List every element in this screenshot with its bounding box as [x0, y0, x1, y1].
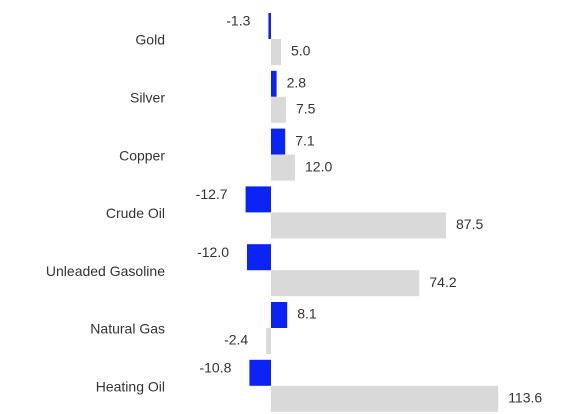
- value-label: -12.0: [197, 244, 229, 260]
- bar: [271, 212, 446, 239]
- bar: [266, 328, 271, 354]
- value-label: 8.1: [297, 306, 317, 322]
- value-label: 113.6: [508, 390, 542, 406]
- category-label: Unleaded Gasoline: [46, 263, 165, 279]
- value-label: 74.2: [429, 274, 456, 290]
- category-label: Heating Oil: [96, 379, 165, 395]
- value-label: 5.0: [291, 43, 311, 59]
- bar: [271, 39, 281, 65]
- bar: [247, 244, 271, 271]
- category-label: Crude Oil: [106, 205, 165, 221]
- category-label: Silver: [130, 90, 165, 106]
- category-label: Copper: [119, 147, 165, 163]
- bar: [271, 385, 499, 412]
- bar: [271, 302, 288, 328]
- bar: [249, 359, 271, 386]
- bar: [271, 96, 286, 123]
- bar: [245, 186, 271, 213]
- value-label: 7.1: [295, 132, 315, 148]
- value-label: 12.0: [305, 158, 332, 174]
- value-label: -10.8: [199, 360, 231, 376]
- bar: [271, 70, 277, 97]
- category-label: Gold: [135, 32, 165, 48]
- value-label: 2.8: [287, 75, 307, 91]
- value-label: 7.5: [296, 101, 316, 117]
- value-label: -12.7: [196, 186, 228, 202]
- bar: [268, 13, 271, 39]
- category-label: Natural Gas: [90, 321, 165, 337]
- bar: [271, 270, 420, 297]
- value-label: -1.3: [226, 13, 250, 29]
- value-label: -2.4: [224, 332, 248, 348]
- bar: [271, 128, 286, 155]
- value-label: 87.5: [456, 216, 483, 232]
- bar: [271, 154, 295, 181]
